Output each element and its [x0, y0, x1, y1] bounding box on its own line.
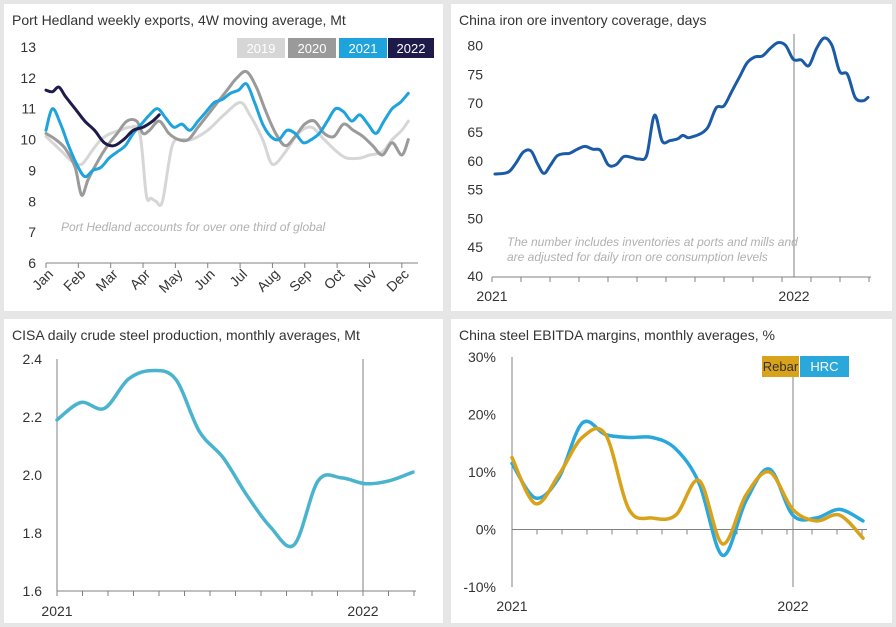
y-tick-label: 45 — [467, 239, 483, 255]
ebitda-chart-title: China steel EBITDA margins, monthly aver… — [459, 327, 775, 343]
chart-annotation: are adjusted for daily iron ore consumpt… — [507, 250, 768, 264]
legend-swatch-2019 — [237, 38, 285, 58]
y-tick-label: 8 — [28, 193, 36, 209]
y-tick-label: 7 — [28, 224, 36, 240]
exports-chart-title: Port Hedland weekly exports, 4W moving a… — [12, 12, 346, 28]
legend-swatch-hrc — [800, 356, 849, 377]
legend-swatch-2022 — [388, 38, 434, 58]
x-tick-label: Apr — [126, 266, 153, 293]
y-tick-label: 30% — [468, 349, 496, 365]
y-tick-label: 13 — [20, 39, 36, 55]
chart-annotation: The number includes inventories at ports… — [507, 235, 798, 249]
ebitda-chart: 30% 20% 10% 0% -10%2021 2022 Rebar HRC — [463, 349, 867, 614]
series-line-hrc — [510, 419, 865, 558]
series-line-2020 — [44, 69, 410, 197]
ebitda-chart-panel: China steel EBITDA margins, monthly aver… — [451, 319, 892, 623]
y-tick-label: 50 — [467, 210, 483, 226]
x-tick-label: 2022 — [347, 603, 378, 619]
x-tick-label: 2021 — [496, 598, 527, 614]
exports-chart-panel: Port Hedland weekly exports, 4W moving a… — [4, 4, 443, 311]
x-tick-label: 2021 — [476, 288, 507, 304]
chart-annotation: Port Hedland accounts for over one third… — [61, 220, 325, 234]
legend-label-2021: 2021 — [349, 41, 378, 56]
y-tick-label: 20% — [468, 407, 496, 423]
x-tick-label: Feb — [60, 266, 89, 295]
y-tick-label: 9 — [28, 162, 36, 178]
x-tick-label: 2022 — [777, 598, 808, 614]
legend-label-2022: 2022 — [397, 41, 426, 56]
steel-production-chart-title: CISA daily crude steel production, month… — [12, 327, 360, 343]
legend-swatch-rebar — [762, 356, 799, 377]
legend-label-2019: 2019 — [247, 41, 276, 56]
legend-swatch-2021 — [339, 38, 387, 58]
x-tick-label: Nov — [351, 266, 380, 295]
series-line-crude-steel — [55, 368, 415, 549]
x-tick-label: Oct — [321, 266, 348, 293]
x-tick-label: Aug — [254, 266, 283, 295]
y-tick-label: 55 — [467, 182, 483, 198]
y-tick-label: 2.2 — [23, 409, 43, 425]
y-tick-label: 1.8 — [23, 525, 43, 541]
y-tick-label: 2.4 — [23, 351, 43, 367]
y-tick-label: 10 — [20, 132, 36, 148]
y-tick-label: -10% — [463, 579, 496, 595]
y-tick-label: 40 — [467, 268, 483, 284]
y-tick-label: 80 — [467, 38, 483, 54]
x-tick-label: Jul — [226, 266, 250, 290]
y-tick-label: 1.6 — [23, 583, 43, 599]
y-tick-label: 65 — [467, 124, 483, 140]
y-tick-label: 75 — [467, 66, 483, 82]
legend-label-2020: 2020 — [298, 41, 327, 56]
steel-production-chart: 2.4 2.2 2.0 1.8 1.6 2021 2022 — [23, 351, 416, 619]
inventory-chart-title: China iron ore inventory coverage, days — [459, 12, 707, 28]
series-line-2022 — [44, 85, 161, 148]
y-tick-label: 70 — [467, 95, 483, 111]
x-tick-label: Mar — [92, 266, 121, 295]
y-tick-label: 60 — [467, 153, 483, 169]
y-tick-label: 10% — [468, 464, 496, 480]
legend-label-rebar: Rebar — [763, 359, 799, 374]
series-line-2021 — [44, 82, 410, 179]
inventory-chart-panel: China iron ore inventory coverage, days … — [451, 4, 892, 311]
series-line-rebar — [510, 426, 865, 546]
y-tick-label: 11 — [21, 101, 36, 117]
x-tick-label: 2021 — [41, 603, 72, 619]
inventory-chart: 80 75 70 65 60 55 50 45 40 2021 2022 The number inc… — [467, 34, 871, 304]
y-tick-label: 6 — [28, 255, 36, 271]
x-tick-label: Sep — [286, 266, 315, 295]
y-tick-label: 12 — [20, 70, 36, 86]
legend-label-hrc: HRC — [810, 359, 838, 374]
y-tick-label: 2.0 — [23, 467, 43, 483]
x-tick-label: 2022 — [778, 288, 809, 304]
steel-production-chart-panel: CISA daily crude steel production, month… — [4, 319, 443, 623]
x-tick-label: May — [155, 266, 185, 296]
x-tick-label: Jun — [191, 266, 218, 293]
x-tick-label: Dec — [383, 266, 412, 295]
y-tick-label: 0% — [476, 522, 496, 538]
series-line-inventory — [493, 36, 870, 176]
legend-swatch-2020 — [288, 38, 336, 58]
